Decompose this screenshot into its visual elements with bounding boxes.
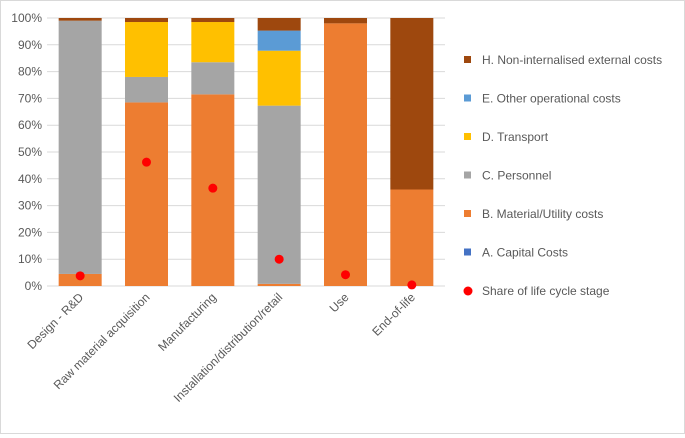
y-tick-label: 50%: [18, 145, 42, 159]
legend-swatch: [464, 171, 471, 179]
share-marker: [208, 183, 218, 193]
legend-label: E. Other operational costs: [482, 92, 621, 106]
gridlines: [47, 17, 445, 287]
legend-swatch: [464, 248, 471, 256]
legend: H. Non-internalised external costs E. Oth…: [463, 53, 662, 298]
bar-segment: [324, 23, 367, 287]
x-category-label: End-of-life: [369, 290, 418, 339]
legend-label: Share of life cycle stage: [482, 284, 610, 298]
bar-segment: [58, 18, 102, 21]
bar-segment: [125, 102, 168, 286]
legend-label: D. Transport: [482, 130, 549, 144]
bar-segment: [125, 22, 168, 77]
legend-swatch: [464, 133, 471, 140]
bar-segment: [257, 30, 301, 51]
legend-label: H. Non-internalised external costs: [482, 53, 662, 67]
bar-segment: [58, 20, 102, 274]
x-category-label: Installation/distribution/retail: [171, 290, 286, 405]
legend-label: B. Material/Utility costs: [482, 207, 603, 221]
y-tick-label: 20%: [18, 225, 42, 239]
share-marker: [75, 271, 85, 281]
share-marker: [341, 270, 350, 280]
y-tick-label: 60%: [18, 118, 42, 132]
legend-label: C. Personnel: [482, 169, 551, 183]
y-tick-label: 0%: [25, 279, 43, 293]
legend-swatch: [464, 56, 471, 63]
legend-swatch: [464, 94, 471, 102]
bar-segment: [257, 50, 301, 106]
bar-segment: [257, 283, 301, 286]
y-tick-label: 100%: [11, 11, 42, 25]
x-category-label: Manufacturing: [155, 290, 219, 354]
bar-segment: [324, 18, 367, 24]
y-tick-label: 70%: [18, 91, 42, 105]
bar-segment: [125, 18, 168, 23]
bars: [58, 18, 434, 287]
bar-segment: [390, 189, 434, 286]
y-tick-label: 10%: [18, 252, 42, 266]
bar-segment: [191, 18, 235, 23]
bar-segment: [390, 18, 434, 190]
share-markers: [75, 157, 417, 290]
share-marker: [407, 280, 417, 290]
y-axis: 0% 10% 20% 30% 40% 50% 60% 70% 80% 90% 100%: [11, 11, 42, 293]
legend-swatch: [464, 210, 471, 217]
y-tick-label: 30%: [18, 199, 42, 213]
x-category-label: Use: [327, 290, 352, 315]
y-tick-label: 80%: [18, 65, 42, 79]
bar-segment: [125, 76, 168, 103]
bar-segment: [191, 22, 235, 63]
y-tick-label: 40%: [18, 172, 42, 186]
bar-segment: [257, 18, 301, 31]
legend-label: A. Capital Costs: [482, 246, 568, 260]
share-marker: [274, 254, 284, 264]
legend-marker: [463, 286, 473, 296]
share-marker: [142, 157, 151, 167]
x-category-label: Design - R&D: [25, 290, 87, 352]
bar-segment: [257, 105, 301, 284]
bar-segment: [191, 62, 235, 95]
y-tick-label: 90%: [18, 38, 42, 52]
